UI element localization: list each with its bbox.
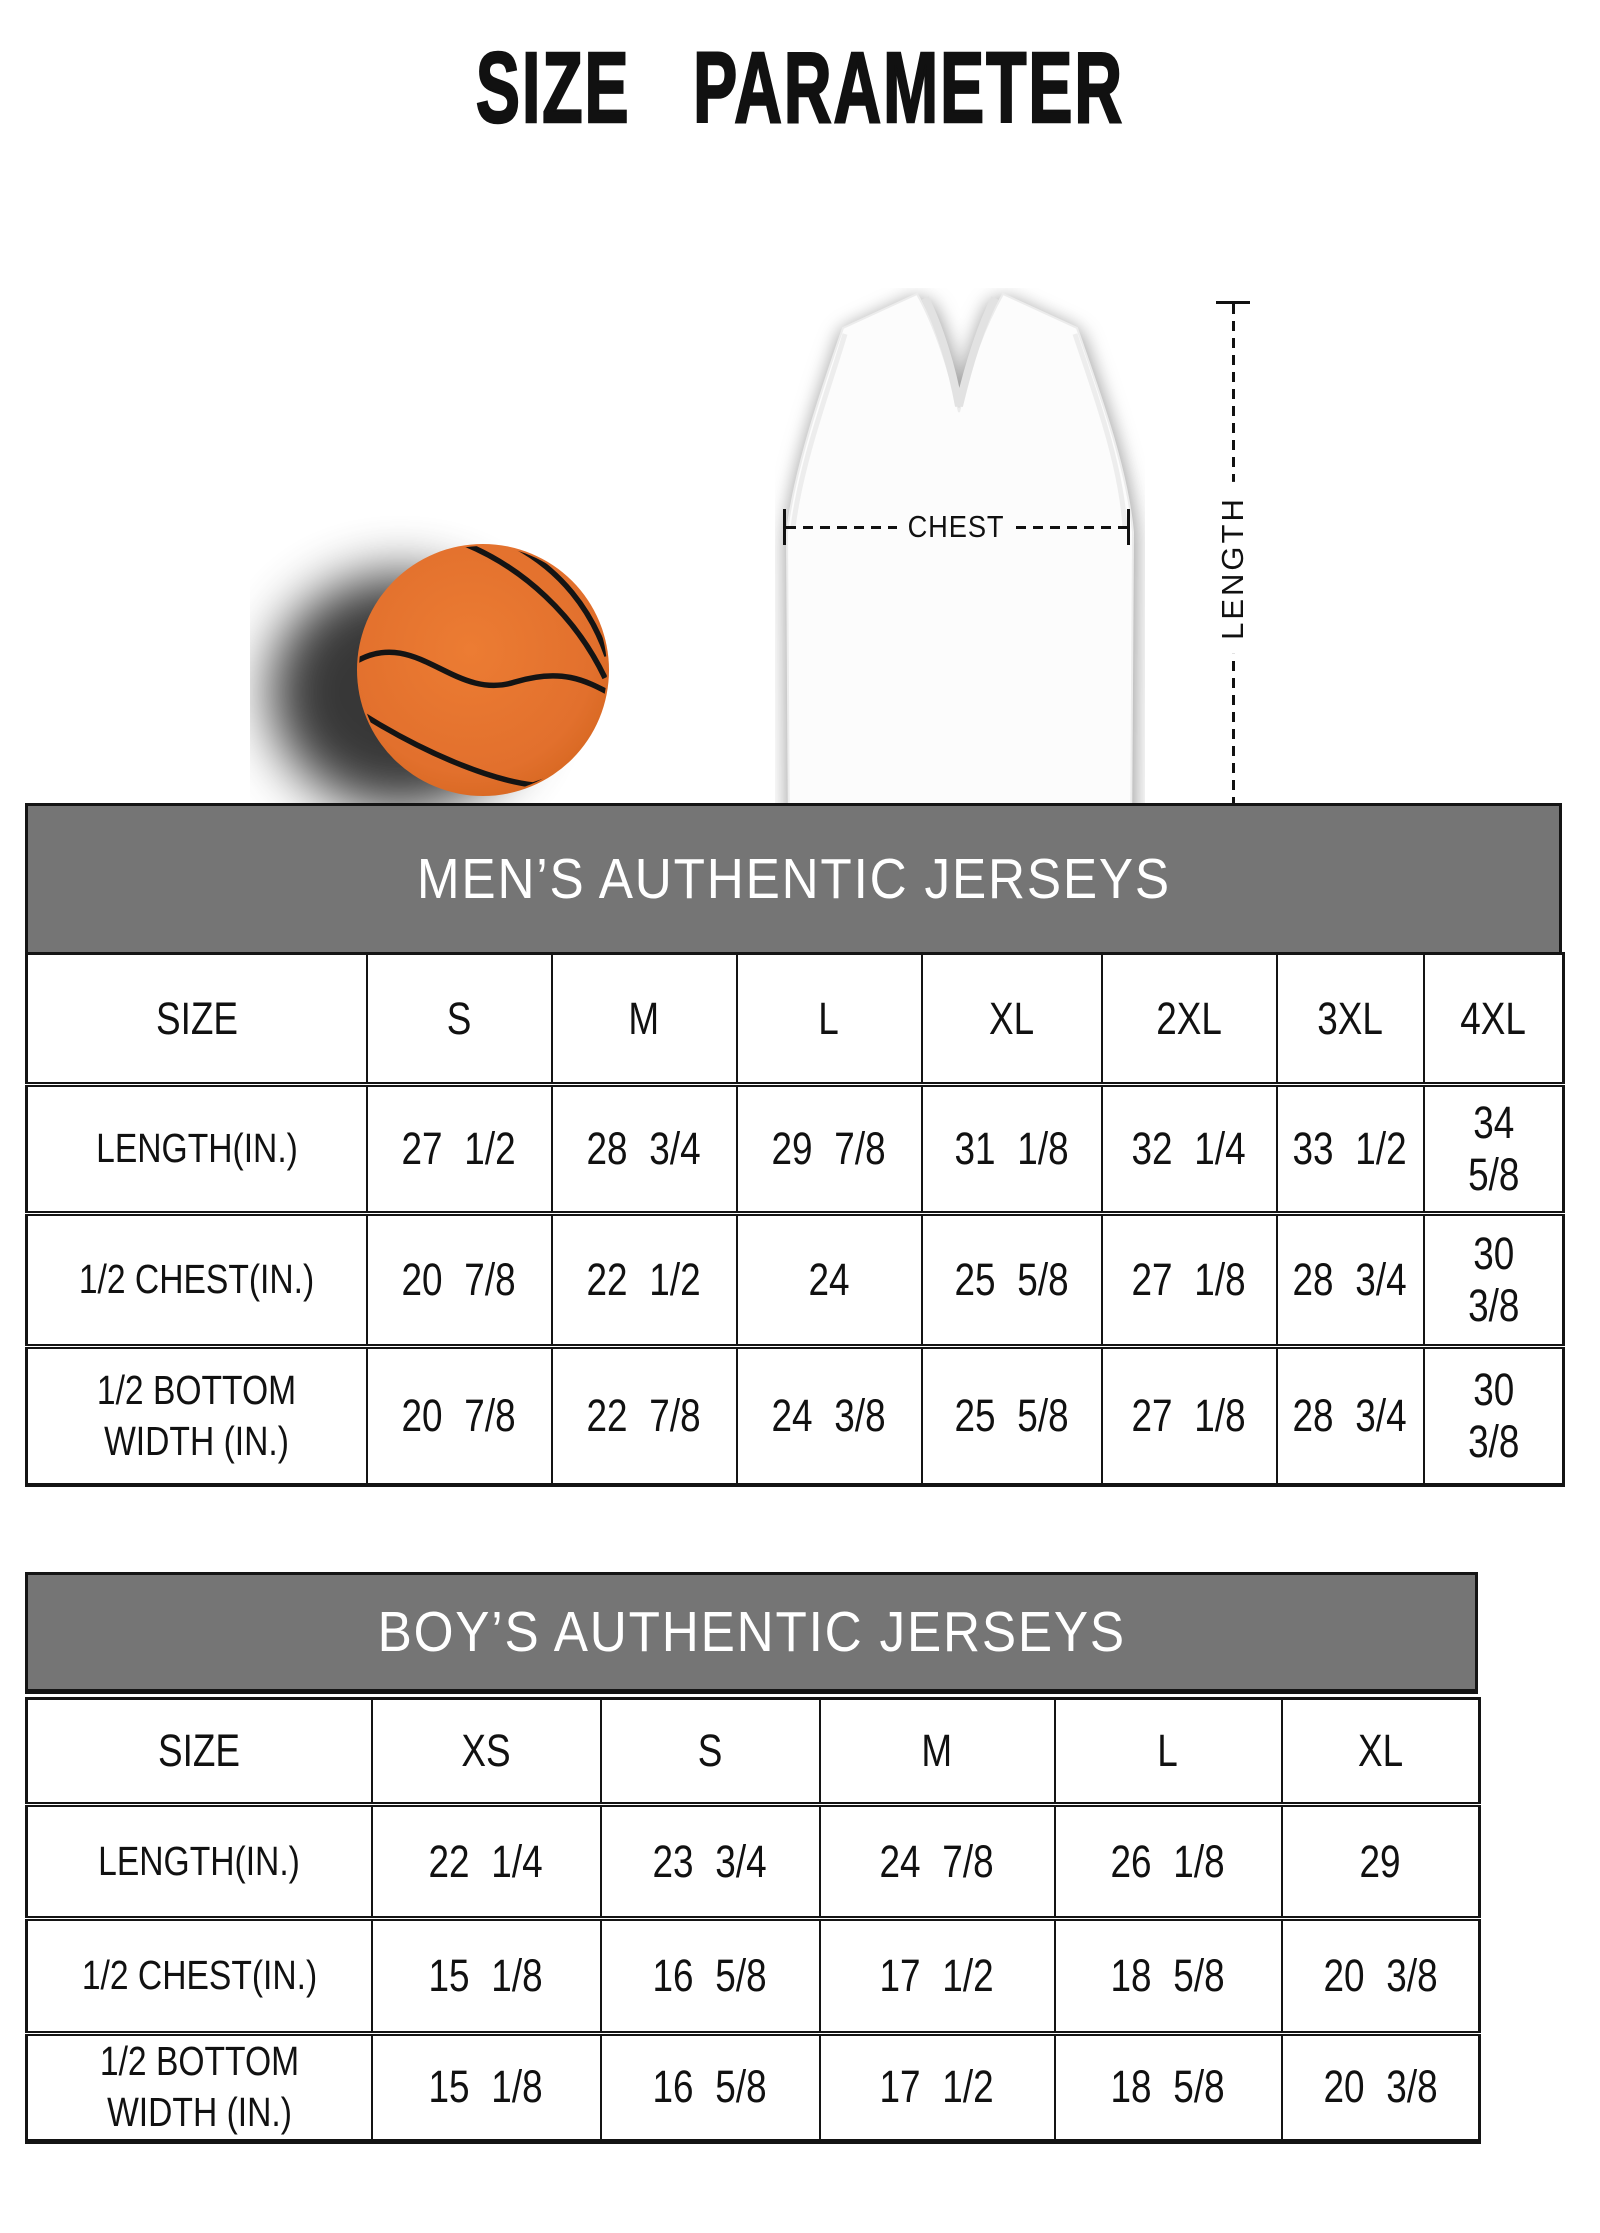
cell: 23 3/4 xyxy=(599,1802,821,1919)
mens-table-banner: MEN’S AUTHENTIC JERSEYS xyxy=(25,803,1562,952)
cell: 25 5/8 xyxy=(920,1344,1103,1485)
boys-header-s: S xyxy=(599,1698,821,1805)
cell: 27 1/8 xyxy=(1100,1344,1278,1485)
boys-length-row: LENGTH(IN.) 22 1/4 23 3/4 24 7/8 26 1/8 … xyxy=(25,1802,1481,1919)
boys-header-size: SIZE xyxy=(25,1698,373,1805)
cell: 27 1/2 xyxy=(365,1082,553,1214)
boys-chest-row: 1/2 CHEST(IN.) 15 1/8 16 5/8 17 1/2 18 5… xyxy=(25,1916,1481,2034)
jersey-collar-trim xyxy=(921,296,999,407)
boys-table-banner: BOY’S AUTHENTIC JERSEYS xyxy=(25,1572,1478,1694)
mens-header-l: L xyxy=(735,953,923,1085)
page-title: SIZE PARAMETER xyxy=(0,32,1600,144)
chest-label: CHEST xyxy=(908,509,1005,544)
cell: 34 5/8 xyxy=(1422,1082,1565,1214)
mens-header-size: SIZE xyxy=(25,953,368,1085)
chest-right-tick xyxy=(1127,509,1131,545)
chest-dash-right xyxy=(1015,525,1128,529)
cell: 17 1/2 xyxy=(818,1916,1056,2034)
jersey-body xyxy=(785,292,1135,873)
boys-header-l: L xyxy=(1053,1698,1283,1805)
measurement-diagram: CHEST LENGTH xyxy=(0,120,1600,892)
mens-header-3xl: 3XL xyxy=(1275,953,1425,1085)
cell: 30 3/8 xyxy=(1422,1344,1565,1485)
mens-size-table: SIZE S M L XL 2XL 3XL 4XL LENGTH(IN.) 27… xyxy=(25,952,1565,1487)
cell: 31 1/8 xyxy=(920,1082,1103,1214)
cell: 16 5/8 xyxy=(599,1916,821,2034)
page-title-text: SIZE PARAMETER xyxy=(475,32,1125,144)
chest-dash-left xyxy=(786,525,898,529)
row-label: 1/2 CHEST(IN.) xyxy=(25,1916,373,2034)
chest-left-tick xyxy=(783,509,786,545)
cell: 25 5/8 xyxy=(920,1211,1103,1347)
mens-banner-title: MEN’S AUTHENTIC JERSEYS xyxy=(416,847,1171,911)
cell: 28 3/4 xyxy=(550,1082,738,1214)
row-label: 1/2 BOTTOM WIDTH (IN.) xyxy=(25,2031,373,2141)
cell: 24 7/8 xyxy=(818,1802,1056,1919)
length-dimension-line: LENGTH xyxy=(1211,301,1255,835)
cell: 28 3/4 xyxy=(1275,1211,1425,1347)
basketball-illustration xyxy=(270,544,609,810)
cell: 26 1/8 xyxy=(1053,1802,1283,1919)
mens-bottom-width-row: 1/2 BOTTOM WIDTH (IN.) 20 7/8 22 7/8 24 … xyxy=(25,1344,1565,1485)
cell: 15 1/8 xyxy=(370,1916,602,2034)
cell: 22 7/8 xyxy=(550,1344,738,1485)
row-label: 1/2 BOTTOM WIDTH (IN.) xyxy=(25,1344,368,1485)
cell: 18 5/8 xyxy=(1053,2031,1283,2141)
mens-header-4xl: 4XL xyxy=(1422,953,1565,1085)
cell: 22 1/2 xyxy=(550,1211,738,1347)
boys-banner-title: BOY’S AUTHENTIC JERSEYS xyxy=(377,1600,1126,1664)
mens-length-row: LENGTH(IN.) 27 1/2 28 3/4 29 7/8 31 1/8 … xyxy=(25,1082,1565,1214)
cell: 24 3/8 xyxy=(735,1344,923,1485)
cell: 20 7/8 xyxy=(365,1211,553,1347)
cell: 24 xyxy=(735,1211,923,1347)
cell: 28 3/4 xyxy=(1275,1344,1425,1485)
cell: 16 5/8 xyxy=(599,2031,821,2141)
cell: 20 7/8 xyxy=(365,1344,553,1485)
cell: 27 1/8 xyxy=(1100,1211,1278,1347)
cell: 29 7/8 xyxy=(735,1082,923,1214)
basketball-body xyxy=(357,544,609,796)
mens-chest-row: 1/2 CHEST(IN.) 20 7/8 22 1/2 24 25 5/8 2… xyxy=(25,1211,1565,1347)
cell: 32 1/4 xyxy=(1100,1082,1278,1214)
length-top-tick xyxy=(1216,301,1250,304)
cell: 18 5/8 xyxy=(1053,1916,1283,2034)
row-label: LENGTH(IN.) xyxy=(25,1802,373,1919)
cell: 20 3/8 xyxy=(1280,2031,1481,2141)
row-label: 1/2 CHEST(IN.) xyxy=(25,1211,368,1347)
boys-header-m: M xyxy=(818,1698,1056,1805)
cell: 30 3/8 xyxy=(1422,1211,1565,1347)
cell: 20 3/8 xyxy=(1280,1916,1481,2034)
boys-header-row: SIZE XS S M L XL xyxy=(25,1698,1481,1805)
boys-header-xs: XS xyxy=(370,1698,602,1805)
boys-header-xl: XL xyxy=(1280,1698,1481,1805)
mens-header-s: S xyxy=(365,953,553,1085)
cell: 15 1/8 xyxy=(370,2031,602,2141)
boys-size-table: SIZE XS S M L XL LENGTH(IN.) 22 1/4 23 3… xyxy=(25,1697,1481,2144)
mens-header-xl: XL xyxy=(920,953,1103,1085)
boys-bottom-width-row: 1/2 BOTTOM WIDTH (IN.) 15 1/8 16 5/8 17 … xyxy=(25,2031,1481,2141)
length-label: LENGTH xyxy=(1211,482,1255,654)
cell: 29 xyxy=(1280,1802,1481,1919)
chest-dimension-line: CHEST xyxy=(783,509,1131,545)
cell: 22 1/4 xyxy=(370,1802,602,1919)
mens-header-2xl: 2XL xyxy=(1100,953,1278,1085)
jersey-armhole-trim-right xyxy=(1072,333,1128,529)
row-label: LENGTH(IN.) xyxy=(25,1082,368,1214)
cell: 17 1/2 xyxy=(818,2031,1056,2141)
mens-header-row: SIZE S M L XL 2XL 3XL 4XL xyxy=(25,953,1565,1085)
jersey-armhole-trim-left xyxy=(790,333,848,529)
cell: 33 1/2 xyxy=(1275,1082,1425,1214)
mens-header-m: M xyxy=(550,953,738,1085)
